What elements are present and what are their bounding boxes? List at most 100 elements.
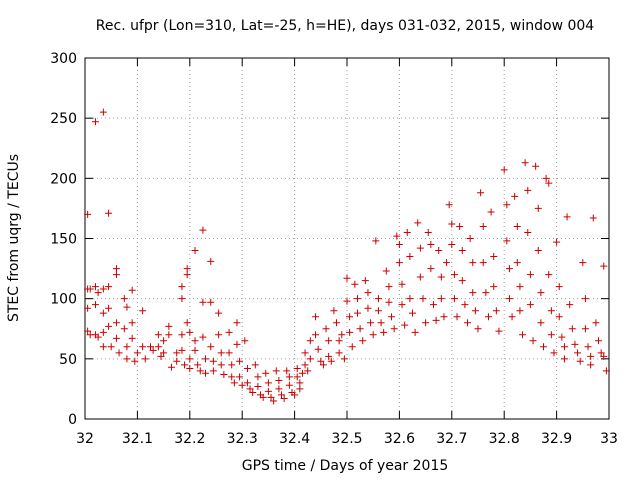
- data-point: [374, 307, 382, 315]
- data-point: [492, 307, 500, 315]
- data-point: [262, 369, 270, 377]
- data-point: [595, 337, 603, 345]
- data-point: [579, 259, 587, 267]
- data-point: [283, 367, 291, 375]
- data-point: [94, 333, 102, 341]
- data-point: [398, 301, 406, 309]
- data-point: [112, 319, 120, 327]
- data-point: [105, 322, 113, 330]
- data-point: [154, 343, 162, 351]
- data-point: [348, 343, 356, 351]
- data-point: [160, 349, 168, 357]
- data-point: [377, 319, 385, 327]
- data-point: [445, 201, 453, 209]
- data-point: [406, 253, 414, 261]
- data-point: [173, 357, 181, 365]
- data-point: [319, 361, 327, 369]
- data-point: [403, 228, 411, 236]
- data-point: [230, 379, 238, 387]
- data-point: [99, 328, 107, 336]
- data-point: [490, 253, 498, 261]
- data-point: [600, 352, 608, 360]
- data-point: [558, 333, 566, 341]
- data-point: [500, 166, 508, 174]
- data-point: [254, 373, 262, 381]
- data-point: [568, 325, 576, 333]
- data-point: [202, 355, 210, 363]
- x-tick-label: 32.7: [436, 431, 467, 447]
- data-point: [361, 277, 369, 285]
- data-point: [120, 295, 128, 303]
- data-point: [278, 391, 285, 399]
- data-point: [503, 237, 511, 245]
- data-point: [312, 331, 320, 339]
- data-point: [314, 345, 322, 353]
- data-point: [186, 328, 194, 336]
- x-tick-label: 32.2: [174, 431, 205, 447]
- data-point: [466, 235, 474, 242]
- data-point: [526, 301, 534, 309]
- data-point: [338, 331, 346, 339]
- data-point: [91, 118, 99, 126]
- data-point: [487, 208, 495, 216]
- data-point: [508, 313, 516, 321]
- data-point: [395, 241, 403, 249]
- data-point: [298, 369, 306, 377]
- data-point: [330, 307, 338, 315]
- data-point: [364, 289, 372, 297]
- data-point: [207, 257, 215, 265]
- data-point: [99, 343, 107, 351]
- data-point: [534, 247, 542, 255]
- data-point: [550, 349, 558, 357]
- data-point: [448, 220, 456, 228]
- data-point: [128, 319, 136, 327]
- data-point: [84, 327, 92, 335]
- data-point: [526, 271, 534, 279]
- data-point: [91, 283, 99, 291]
- data-point: [406, 295, 414, 303]
- data-point: [167, 363, 175, 371]
- data-point: [225, 328, 233, 336]
- data-point: [356, 325, 364, 333]
- x-tick-label: 32.6: [384, 431, 415, 447]
- data-point: [427, 265, 435, 273]
- data-point: [84, 304, 92, 312]
- data-point: [173, 349, 181, 357]
- data-point: [495, 327, 503, 335]
- data-point: [191, 337, 199, 345]
- data-point: [194, 361, 202, 369]
- data-point: [209, 357, 217, 365]
- data-point: [513, 222, 521, 230]
- data-point: [435, 247, 443, 255]
- data-point: [202, 369, 210, 377]
- data-point: [199, 298, 207, 306]
- data-point: [529, 337, 537, 345]
- data-point: [353, 309, 361, 317]
- data-point: [374, 295, 382, 303]
- data-point: [306, 355, 314, 363]
- data-point: [333, 319, 341, 327]
- data-point: [99, 309, 107, 317]
- data-point: [367, 319, 375, 327]
- data-point: [401, 321, 409, 329]
- y-tick-label: 300: [50, 51, 77, 67]
- data-point: [464, 319, 472, 327]
- data-point: [532, 162, 540, 170]
- data-point: [293, 373, 301, 381]
- data-point: [296, 379, 304, 387]
- data-point: [385, 298, 393, 306]
- data-point: [547, 307, 555, 315]
- data-point: [243, 379, 251, 387]
- data-point: [304, 367, 312, 375]
- data-point: [416, 244, 424, 252]
- data-point: [490, 283, 498, 291]
- data-point: [359, 337, 367, 345]
- data-point: [291, 391, 299, 399]
- data-point: [340, 355, 348, 363]
- data-point: [280, 395, 288, 403]
- x-tick-label: 32.8: [489, 431, 520, 447]
- data-point: [555, 283, 563, 291]
- data-point: [123, 355, 131, 363]
- data-point: [571, 340, 579, 348]
- data-point: [390, 325, 398, 333]
